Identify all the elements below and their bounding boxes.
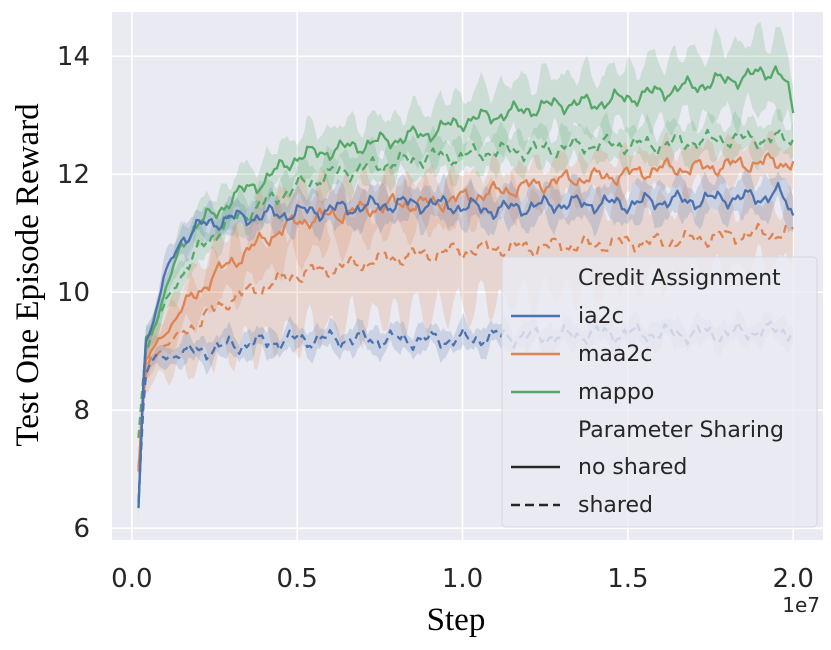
y-tick-label-1: 8 (73, 396, 90, 426)
x-tick-label-4: 2.0 (773, 564, 814, 594)
series-lines (137, 65, 795, 509)
y-tick-labels: 6 8 10 12 14 (57, 42, 90, 544)
line-mappo-no-shared (137, 65, 795, 509)
x-offset-label: 1e7 (782, 593, 820, 617)
legend-hue-title: Credit Assignment (578, 266, 781, 291)
x-tick-label-1: 0.5 (277, 564, 318, 594)
y-axis-title: Test One Episode Reward (10, 103, 46, 447)
y-tick-label-4: 14 (57, 42, 90, 72)
band-maa2c-no-shared (138, 130, 794, 481)
band-ia2c-no-shared (138, 166, 794, 516)
x-tick-label-0: 0.0 (111, 564, 152, 594)
line-mappo-shared (137, 128, 795, 438)
y-tick-label-3: 12 (57, 160, 90, 190)
legend-label-mappo: mappo (578, 380, 654, 405)
legend-label-shared: shared (578, 493, 653, 518)
band-mappo-no-shared (138, 22, 794, 520)
line-maa2c-no-shared (137, 152, 795, 472)
y-tick-label-2: 10 (57, 278, 90, 308)
line-ia2c-shared (137, 320, 794, 502)
legend-box (501, 256, 818, 528)
legend-label-no-shared: no shared (578, 455, 687, 480)
legend: Credit Assignment ia2c maa2c mappo Param… (501, 256, 818, 528)
x-tick-labels: 0.0 0.5 1.0 1.5 2.0 (111, 564, 814, 594)
line-ia2c-no-shared (137, 181, 795, 508)
band-mappo-shared (138, 109, 794, 448)
line-maa2c-shared (137, 222, 794, 468)
band-maa2c-shared (138, 171, 794, 476)
x-axis-title: Step (427, 602, 486, 638)
x-tick-label-2: 1.0 (442, 564, 483, 594)
legend-label-ia2c: ia2c (578, 304, 624, 329)
legend-style-title: Parameter Sharing (578, 418, 784, 443)
y-tick-label-0: 6 (73, 514, 90, 544)
x-tick-label-3: 1.5 (607, 564, 648, 594)
legend-label-maa2c: maa2c (578, 342, 653, 367)
